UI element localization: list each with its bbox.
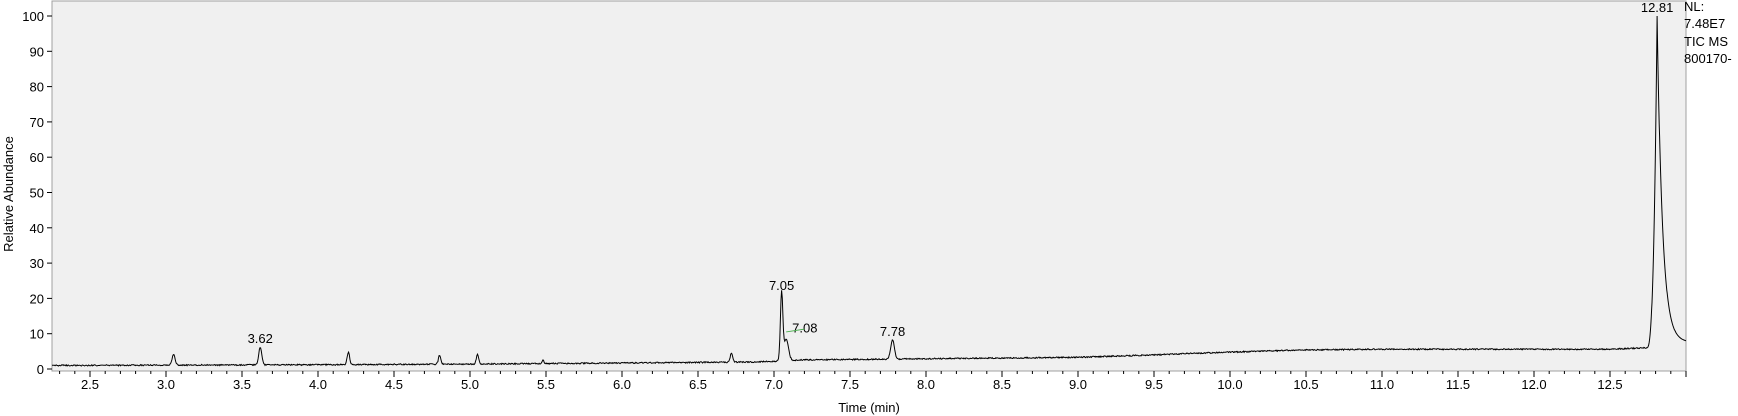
x-tick-label: 12.0 (1521, 377, 1546, 392)
info-nl-label: NL: (1684, 0, 1704, 14)
y-tick-label: 100 (22, 9, 44, 24)
y-tick-label: 10 (30, 327, 44, 342)
x-tick-label: 9.5 (1145, 377, 1163, 392)
y-axis-title: Relative Abundance (1, 136, 16, 252)
y-tick-label: 80 (30, 80, 44, 95)
x-tick-label: 4.0 (309, 377, 327, 392)
y-tick-label: 20 (30, 291, 44, 306)
y-tick-label: 0 (37, 362, 44, 377)
peak-label: 12.81 (1641, 0, 1674, 15)
y-tick-label: 60 (30, 150, 44, 165)
x-tick-label: 9.0 (1069, 377, 1087, 392)
y-tick-label: 50 (30, 186, 44, 201)
x-tick-label: 4.5 (385, 377, 403, 392)
tic-trace-line (51, 15, 1687, 367)
plot-area (51, 0, 1687, 372)
y-tick-label: 40 (30, 221, 44, 236)
x-tick-label: 7.5 (841, 377, 859, 392)
x-tick-label: 7.0 (765, 377, 783, 392)
peak-708-connector-line (786, 328, 805, 333)
x-tick-label: 5.5 (537, 377, 555, 392)
y-tick-label: 30 (30, 256, 44, 271)
info-block: NL: 7.48E7 TIC MS 800170- (1684, 0, 1732, 66)
peak-labels: 3.62 7.05 7.08 7.78 12.81 (248, 0, 1674, 346)
x-axis: 2.5 3.0 3.5 4.0 4.5 5.0 5.5 6.0 6.5 7.0 7.5 8.0 8.5 9… (59, 371, 1687, 392)
y-tick-label: 70 (30, 115, 44, 130)
y-tick-label: 90 (30, 44, 44, 59)
x-tick-label: 6.0 (613, 377, 631, 392)
x-tick-label: 2.5 (81, 377, 99, 392)
x-tick-label: 11.0 (1370, 377, 1394, 392)
info-filename: 800170- (1684, 51, 1732, 66)
x-tick-label: 6.5 (689, 377, 707, 392)
x-tick-label: 3.5 (233, 377, 251, 392)
info-nl-value: 7.48E7 (1684, 16, 1725, 31)
x-tick-label: 3.0 (157, 377, 175, 392)
peak-label: 7.05 (769, 278, 794, 293)
x-tick-label: 5.0 (461, 377, 479, 392)
x-tick-label: 8.0 (917, 377, 935, 392)
x-tick-label: 11.5 (1446, 377, 1470, 392)
x-axis-title: Time (min) (838, 400, 900, 415)
x-tick-label: 10.5 (1293, 377, 1318, 392)
info-scan-type: TIC MS (1684, 34, 1728, 49)
x-tick-label: 8.5 (993, 377, 1011, 392)
peak-label: 7.78 (880, 324, 905, 339)
x-tick-label: 10.0 (1217, 377, 1242, 392)
peak-label: 3.62 (248, 331, 273, 346)
y-axis: 0 10 20 30 40 50 60 70 80 90 100 (22, 9, 52, 377)
peak-label: 7.08 (792, 321, 817, 336)
x-tick-label: 12.5 (1597, 377, 1622, 392)
